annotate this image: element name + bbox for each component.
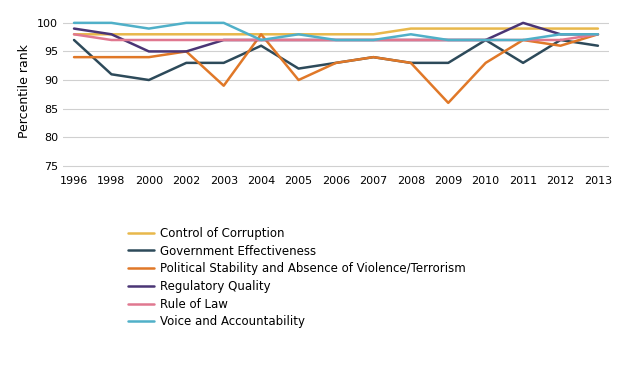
Rule of Law: [257, 38, 265, 42]
Political Stability and Absence of Violence/Terrorism: [482, 61, 489, 65]
Control of Corruption: [370, 32, 377, 37]
Government Effectiveness: [370, 55, 377, 59]
Government Effectiveness: [107, 72, 115, 77]
Government Effectiveness: [407, 61, 414, 65]
Voice and Accountability: [107, 21, 115, 25]
Rule of Law: [370, 38, 377, 42]
Line: Control of Corruption: Control of Corruption: [74, 29, 598, 34]
Political Stability and Absence of Violence/Terrorism: [407, 61, 414, 65]
Control of Corruption: [407, 26, 414, 31]
Political Stability and Absence of Violence/Terrorism: [519, 38, 527, 42]
Political Stability and Absence of Violence/Terrorism: [145, 55, 153, 59]
Rule of Law: [220, 38, 227, 42]
Government Effectiveness: [70, 38, 78, 42]
Regulatory Quality: [183, 49, 190, 54]
Regulatory Quality: [257, 38, 265, 42]
Regulatory Quality: [295, 38, 302, 42]
Voice and Accountability: [557, 32, 565, 37]
Rule of Law: [594, 32, 602, 37]
Rule of Law: [70, 32, 78, 37]
Control of Corruption: [445, 26, 452, 31]
Rule of Law: [407, 38, 414, 42]
Voice and Accountability: [332, 38, 340, 42]
Regulatory Quality: [107, 32, 115, 37]
Rule of Law: [557, 38, 565, 42]
Government Effectiveness: [145, 78, 153, 82]
Government Effectiveness: [332, 61, 340, 65]
Government Effectiveness: [220, 61, 227, 65]
Control of Corruption: [220, 32, 227, 37]
Rule of Law: [107, 38, 115, 42]
Regulatory Quality: [445, 38, 452, 42]
Control of Corruption: [183, 32, 190, 37]
Government Effectiveness: [594, 43, 602, 48]
Regulatory Quality: [557, 32, 565, 37]
Control of Corruption: [145, 32, 153, 37]
Voice and Accountability: [257, 38, 265, 42]
Control of Corruption: [332, 32, 340, 37]
Political Stability and Absence of Violence/Terrorism: [70, 55, 78, 59]
Control of Corruption: [519, 26, 527, 31]
Regulatory Quality: [220, 38, 227, 42]
Voice and Accountability: [295, 32, 302, 37]
Regulatory Quality: [70, 26, 78, 31]
Government Effectiveness: [183, 61, 190, 65]
Regulatory Quality: [370, 38, 377, 42]
Line: Rule of Law: Rule of Law: [74, 34, 598, 40]
Political Stability and Absence of Violence/Terrorism: [183, 49, 190, 54]
Legend: Control of Corruption, Government Effectiveness, Political Stability and Absence: Control of Corruption, Government Effect…: [123, 222, 470, 333]
Regulatory Quality: [482, 38, 489, 42]
Government Effectiveness: [257, 43, 265, 48]
Political Stability and Absence of Violence/Terrorism: [332, 61, 340, 65]
Control of Corruption: [482, 26, 489, 31]
Political Stability and Absence of Violence/Terrorism: [557, 43, 565, 48]
Rule of Law: [445, 38, 452, 42]
Line: Political Stability and Absence of Violence/Terrorism: Political Stability and Absence of Viole…: [74, 34, 598, 103]
Rule of Law: [145, 38, 153, 42]
Voice and Accountability: [407, 32, 414, 37]
Voice and Accountability: [70, 21, 78, 25]
Voice and Accountability: [445, 38, 452, 42]
Rule of Law: [295, 38, 302, 42]
Political Stability and Absence of Violence/Terrorism: [107, 55, 115, 59]
Line: Regulatory Quality: Regulatory Quality: [74, 23, 598, 51]
Control of Corruption: [257, 32, 265, 37]
Political Stability and Absence of Violence/Terrorism: [295, 78, 302, 82]
Line: Voice and Accountability: Voice and Accountability: [74, 23, 598, 40]
Line: Government Effectiveness: Government Effectiveness: [74, 40, 598, 80]
Political Stability and Absence of Violence/Terrorism: [220, 83, 227, 88]
Voice and Accountability: [183, 21, 190, 25]
Regulatory Quality: [407, 38, 414, 42]
Political Stability and Absence of Violence/Terrorism: [445, 101, 452, 105]
Control of Corruption: [594, 26, 602, 31]
Regulatory Quality: [594, 32, 602, 37]
Rule of Law: [332, 38, 340, 42]
Y-axis label: Percentile rank: Percentile rank: [18, 45, 31, 138]
Voice and Accountability: [370, 38, 377, 42]
Government Effectiveness: [295, 66, 302, 71]
Voice and Accountability: [145, 26, 153, 31]
Government Effectiveness: [482, 38, 489, 42]
Government Effectiveness: [519, 61, 527, 65]
Control of Corruption: [295, 32, 302, 37]
Voice and Accountability: [519, 38, 527, 42]
Rule of Law: [183, 38, 190, 42]
Political Stability and Absence of Violence/Terrorism: [594, 32, 602, 37]
Voice and Accountability: [594, 32, 602, 37]
Voice and Accountability: [482, 38, 489, 42]
Regulatory Quality: [145, 49, 153, 54]
Rule of Law: [482, 38, 489, 42]
Government Effectiveness: [445, 61, 452, 65]
Government Effectiveness: [557, 38, 565, 42]
Regulatory Quality: [519, 21, 527, 25]
Control of Corruption: [107, 32, 115, 37]
Political Stability and Absence of Violence/Terrorism: [257, 32, 265, 37]
Control of Corruption: [70, 32, 78, 37]
Political Stability and Absence of Violence/Terrorism: [370, 55, 377, 59]
Regulatory Quality: [332, 38, 340, 42]
Control of Corruption: [557, 26, 565, 31]
Voice and Accountability: [220, 21, 227, 25]
Rule of Law: [519, 38, 527, 42]
